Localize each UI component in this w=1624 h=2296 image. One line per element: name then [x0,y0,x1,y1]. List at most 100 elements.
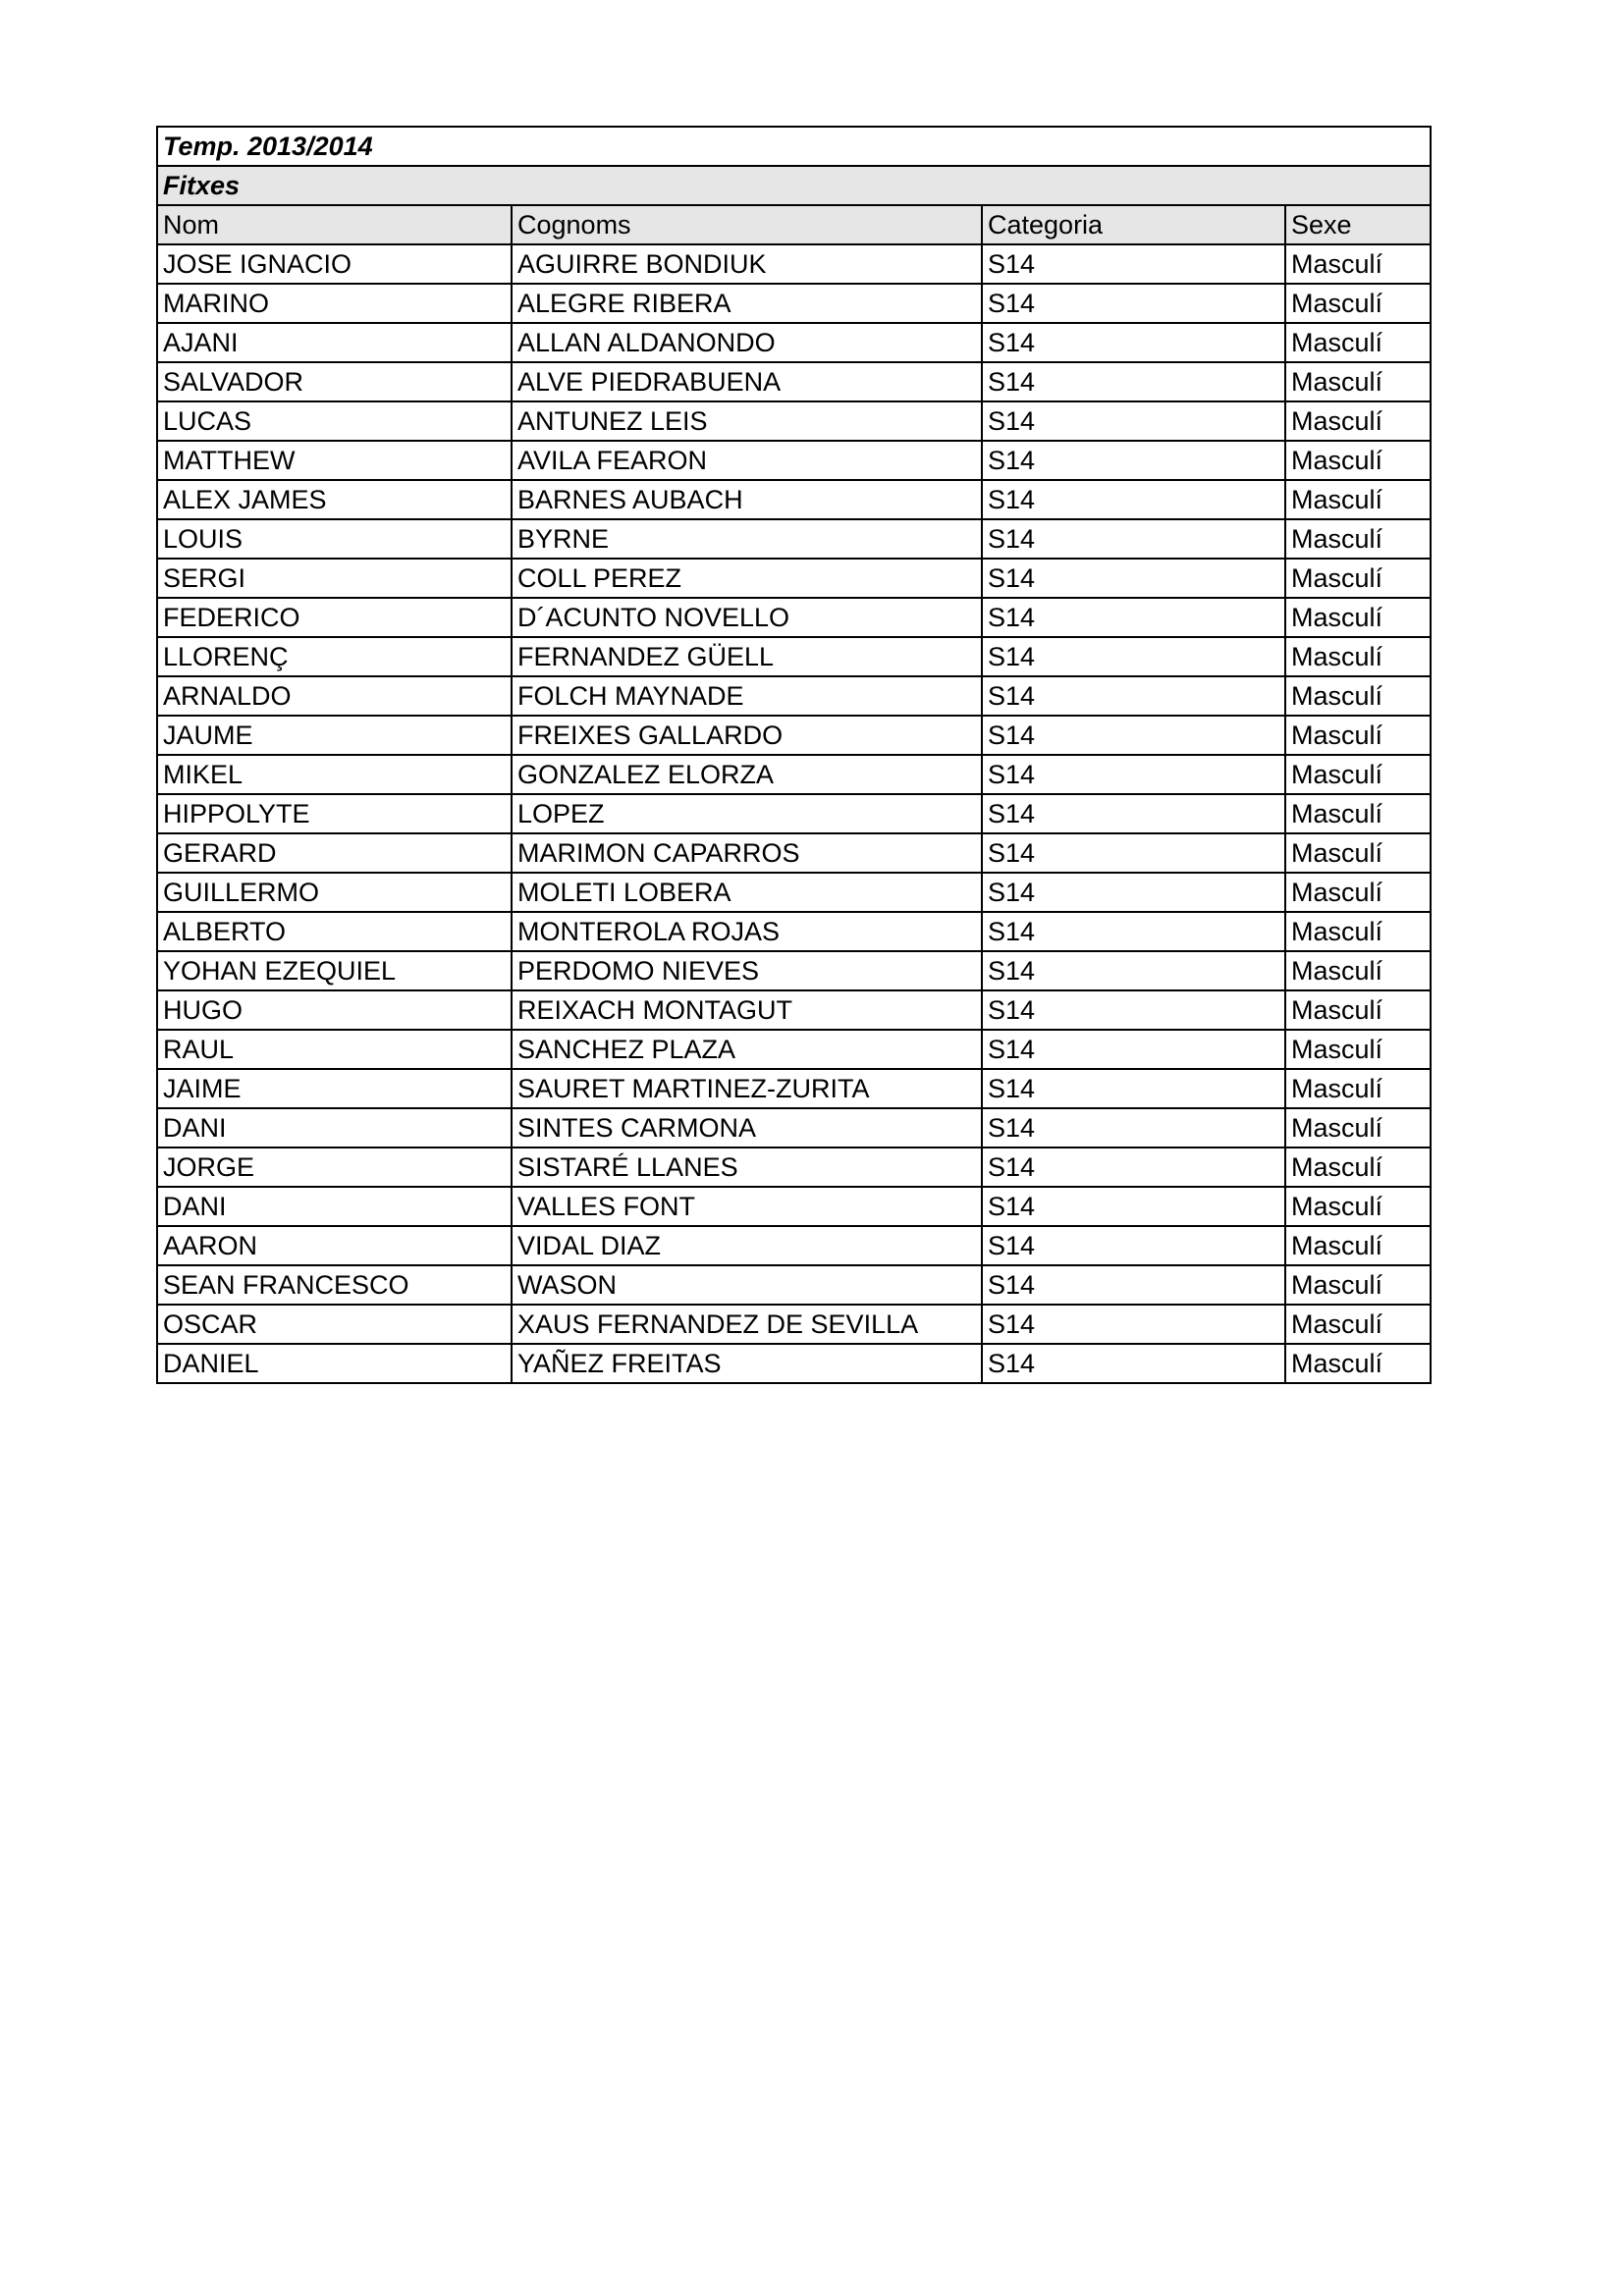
cognoms-cell: BYRNE [511,518,983,560]
categoria-cell: S14 [981,479,1286,520]
cognoms-cell: BARNES AUBACH [511,479,983,520]
nom-cell: JAIME [156,1068,513,1109]
nom-cell: SERGI [156,558,513,599]
sexe-cell: Masculí [1283,1068,1433,1109]
cognoms-cell: MOLETI LOBERA [511,872,983,913]
categoria-cell: S14 [981,636,1286,677]
categoria-cell: S14 [981,1225,1286,1266]
nom-cell: YOHAN EZEQUIEL [156,950,513,991]
nom-cell: DANI [156,1107,513,1148]
sexe-cell: Masculí [1283,872,1433,913]
cognoms-cell: SANCHEZ PLAZA [511,1029,983,1070]
table-row: FEDERICO D´ACUNTO NOVELLO S14 Masculí [156,597,1433,638]
column-header-categoria: Categoria [981,204,1286,245]
sexe-cell: Masculí [1283,479,1433,520]
nom-cell: JAUME [156,715,513,756]
table-row: YOHAN EZEQUIEL PERDOMO NIEVES S14 Masculí [156,950,1433,991]
nom-cell: LLORENÇ [156,636,513,677]
nom-cell: ALEX JAMES [156,479,513,520]
table-row: MARINO ALEGRE RIBERA S14 Masculí [156,283,1433,324]
sexe-cell: Masculí [1283,518,1433,560]
cognoms-cell: SINTES CARMONA [511,1107,983,1148]
cognoms-cell: FREIXES GALLARDO [511,715,983,756]
table-row: RAUL SANCHEZ PLAZA S14 Masculí [156,1029,1433,1070]
categoria-cell: S14 [981,1304,1286,1345]
table-row: MIKEL GONZALEZ ELORZA S14 Masculí [156,754,1433,795]
nom-cell: MARINO [156,283,513,324]
categoria-cell: S14 [981,518,1286,560]
categoria-cell: S14 [981,1029,1286,1070]
cognoms-cell: SAURET MARTINEZ-ZURITA [511,1068,983,1109]
table-row: AJANI ALLAN ALDANONDO S14 Masculí [156,322,1433,363]
nom-cell: LUCAS [156,400,513,442]
table-row: LOUIS BYRNE S14 Masculí [156,518,1433,560]
table-row: GUILLERMO MOLETI LOBERA S14 Masculí [156,872,1433,913]
cognoms-cell: AGUIRRE BONDIUK [511,243,983,285]
categoria-cell: S14 [981,1068,1286,1109]
categoria-cell: S14 [981,1147,1286,1188]
categoria-cell: S14 [981,283,1286,324]
column-header-nom: Nom [156,204,513,245]
cognoms-cell: MARIMON CAPARROS [511,832,983,874]
nom-cell: AJANI [156,322,513,363]
categoria-cell: S14 [981,243,1286,285]
table-row: DANI SINTES CARMONA S14 Masculí [156,1107,1433,1148]
column-header-cognoms: Cognoms [511,204,983,245]
cognoms-cell: D´ACUNTO NOVELLO [511,597,983,638]
cognoms-cell: WASON [511,1264,983,1306]
sexe-cell: Masculí [1283,361,1433,402]
sexe-cell: Masculí [1283,1343,1433,1384]
cognoms-cell: PERDOMO NIEVES [511,950,983,991]
table-row: LLORENÇ FERNANDEZ GÜELL S14 Masculí [156,636,1433,677]
cognoms-cell: ALEGRE RIBERA [511,283,983,324]
cognoms-cell: ANTUNEZ LEIS [511,400,983,442]
nom-cell: JORGE [156,1147,513,1188]
nom-cell: HIPPOLYTE [156,793,513,834]
cognoms-cell: FERNANDEZ GÜELL [511,636,983,677]
sexe-cell: Masculí [1283,322,1433,363]
categoria-cell: S14 [981,715,1286,756]
cognoms-cell: SISTARÉ LLANES [511,1147,983,1188]
table-row: DANI VALLES FONT S14 Masculí [156,1186,1433,1227]
cognoms-cell: YAÑEZ FREITAS [511,1343,983,1384]
cognoms-cell: VALLES FONT [511,1186,983,1227]
nom-cell: LOUIS [156,518,513,560]
table-row: GERARD MARIMON CAPARROS S14 Masculí [156,832,1433,874]
nom-cell: DANI [156,1186,513,1227]
cognoms-cell: REIXACH MONTAGUT [511,989,983,1031]
nom-cell: ALBERTO [156,911,513,952]
sexe-cell: Masculí [1283,1029,1433,1070]
table-row: OSCAR XAUS FERNANDEZ DE SEVILLA S14 Masculí [156,1304,1433,1345]
column-header-sexe: Sexe [1283,204,1433,245]
nom-cell: GERARD [156,832,513,874]
categoria-cell: S14 [981,1186,1286,1227]
table-row: SERGI COLL PEREZ S14 Masculí [156,558,1433,599]
sexe-cell: Masculí [1283,989,1433,1031]
categoria-cell: S14 [981,1343,1286,1384]
categoria-cell: S14 [981,440,1286,481]
cognoms-cell: VIDAL DIAZ [511,1225,983,1266]
sexe-cell: Masculí [1283,1264,1433,1306]
cognoms-cell: XAUS FERNANDEZ DE SEVILLA [511,1304,983,1345]
cognoms-cell: GONZALEZ ELORZA [511,754,983,795]
categoria-cell: S14 [981,1264,1286,1306]
players-table: Temp. 2013/2014 Fitxes Nom Cognoms Categ… [155,126,1433,1384]
table-row: JORGE SISTARÉ LLANES S14 Masculí [156,1147,1433,1188]
sexe-cell: Masculí [1283,950,1433,991]
nom-cell: AARON [156,1225,513,1266]
nom-cell: FEDERICO [156,597,513,638]
sexe-cell: Masculí [1283,715,1433,756]
table-row: SALVADOR ALVE PIEDRABUENA S14 Masculí [156,361,1433,402]
nom-cell: HUGO [156,989,513,1031]
sexe-cell: Masculí [1283,558,1433,599]
sexe-cell: Masculí [1283,243,1433,285]
sexe-cell: Masculí [1283,636,1433,677]
nom-cell: MIKEL [156,754,513,795]
sexe-cell: Masculí [1283,832,1433,874]
sexe-cell: Masculí [1283,1186,1433,1227]
nom-cell: JOSE IGNACIO [156,243,513,285]
cognoms-cell: MONTEROLA ROJAS [511,911,983,952]
categoria-cell: S14 [981,400,1286,442]
sexe-cell: Masculí [1283,754,1433,795]
categoria-cell: S14 [981,872,1286,913]
